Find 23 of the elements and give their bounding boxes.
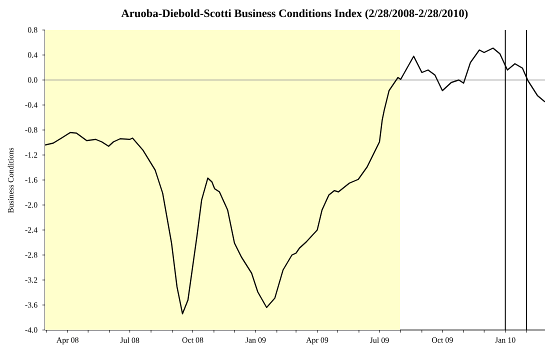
chart-title: Aruoba-Diebold-Scotti Business Conditions Index (2/28/2008-2/28/2010) <box>121 9 468 20</box>
x-tick-label: Apr 09 <box>306 337 328 344</box>
y-tick-label: -2.4 <box>25 227 38 233</box>
y-tick-label: -2.0 <box>25 202 38 208</box>
y-tick-label: -3.6 <box>25 302 38 308</box>
y-tick-label: 0.8 <box>28 27 38 33</box>
y-tick-label: -0.4 <box>25 102 38 108</box>
y-tick-label: -2.8 <box>25 252 38 258</box>
y-tick-label: -0.8 <box>25 127 38 133</box>
y-tick-label: -3.2 <box>25 277 38 283</box>
y-tick-label: 0.4 <box>28 52 38 58</box>
x-tick-label: Jul 08 <box>120 337 140 344</box>
y-tick-label: -1.2 <box>25 152 38 158</box>
y-axis-title: Business Conditions <box>8 148 14 213</box>
y-tick-label: 0.0 <box>28 77 38 83</box>
x-tick-label: Oct 09 <box>432 337 453 343</box>
x-tick-label: Apr 08 <box>56 337 78 344</box>
y-tick-label: -4.0 <box>25 327 38 333</box>
x-tick-label: Oct 08 <box>182 337 204 343</box>
y-tick-label: -1.6 <box>25 177 38 183</box>
x-tick-label: Jan 10 <box>495 337 516 343</box>
x-tick-label: Jan 09 <box>246 337 266 343</box>
x-tick-label: Jul 09 <box>370 337 389 344</box>
